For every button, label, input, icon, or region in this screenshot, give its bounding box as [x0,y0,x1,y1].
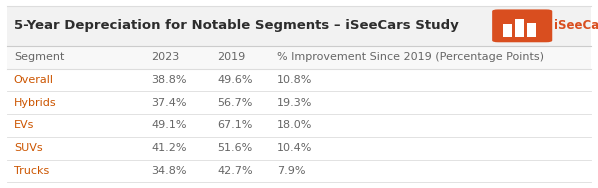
Text: Overall: Overall [14,75,54,85]
Text: EVs: EVs [14,121,34,130]
Text: 37.4%: 37.4% [151,98,187,108]
Text: 7.9%: 7.9% [277,166,306,176]
Bar [7,69,591,91]
Text: 5-Year Depreciation for Notable Segments – iSeeCars Study: 5-Year Depreciation for Notable Segments… [14,19,459,32]
Text: 49.6%: 49.6% [217,75,252,85]
Bar [7,6,591,46]
Text: 42.7%: 42.7% [217,166,253,176]
Bar [515,19,524,37]
Bar [527,23,536,37]
Text: 18.0%: 18.0% [277,121,312,130]
Text: % Improvement Since 2019 (Percentage Points): % Improvement Since 2019 (Percentage Poi… [277,52,544,62]
Text: 49.1%: 49.1% [151,121,187,130]
Bar [7,160,591,182]
Bar [7,114,591,137]
Text: 56.7%: 56.7% [217,98,252,108]
Bar [7,91,591,114]
Text: 34.8%: 34.8% [151,166,187,176]
Text: 67.1%: 67.1% [217,121,252,130]
Text: iSeeCars: iSeeCars [554,19,598,32]
Text: 10.4%: 10.4% [277,143,312,153]
Text: 10.8%: 10.8% [277,75,312,85]
Text: 2019: 2019 [217,52,245,62]
Text: 38.8%: 38.8% [151,75,187,85]
Bar [504,24,511,37]
Text: Trucks: Trucks [14,166,49,176]
Bar [7,137,591,160]
Text: 19.3%: 19.3% [277,98,312,108]
Text: Segment: Segment [14,52,64,62]
Text: SUVs: SUVs [14,143,42,153]
Text: Hybrids: Hybrids [14,98,56,108]
Bar [7,46,591,69]
Text: 41.2%: 41.2% [151,143,187,153]
Text: 51.6%: 51.6% [217,143,252,153]
FancyBboxPatch shape [492,9,552,42]
Text: 2023: 2023 [151,52,179,62]
